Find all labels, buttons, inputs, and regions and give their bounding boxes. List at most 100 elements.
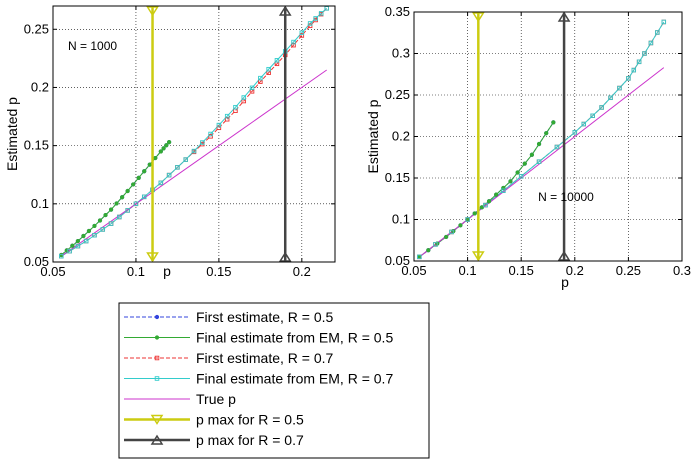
data-point-final_r05 — [515, 170, 520, 175]
data-point-final_r07 — [117, 214, 122, 220]
vline-marker-pmax_r05 — [471, 12, 485, 23]
data-point-final_r05 — [114, 201, 119, 206]
vline-marker-pmax_r05 — [146, 252, 159, 263]
data-point-final_r05 — [92, 223, 97, 229]
legend-label: Final estimate from EM, R = 0.7 — [196, 371, 393, 387]
data-point-final_r05 — [147, 162, 152, 167]
data-point-final_r07 — [572, 130, 578, 135]
data-point-final_r07 — [501, 188, 506, 193]
x-tick-label: 0.1 — [127, 264, 145, 279]
data-point-final_r07 — [175, 165, 180, 170]
data-point-final_r05 — [70, 243, 75, 248]
data-point-final_r05 — [158, 149, 163, 154]
series-line-final_r05 — [60, 141, 170, 256]
data-point-final_r07 — [224, 113, 230, 119]
data-point-final_r07 — [590, 113, 595, 118]
data-point-final_r07 — [83, 238, 89, 244]
legend-swatch-marker — [154, 314, 160, 320]
x-axis-label: p — [561, 274, 569, 290]
vline-marker-pmax_r07 — [278, 251, 292, 262]
data-point-final_r05 — [417, 254, 422, 259]
x-tick-label: 0.2 — [566, 263, 584, 278]
data-point-final_r07 — [241, 95, 247, 100]
data-point-final_r07 — [208, 131, 213, 137]
data-point-final_r07 — [324, 6, 329, 11]
y-tick-label: 0.25 — [24, 21, 49, 36]
data-point-final_r07 — [274, 58, 280, 63]
data-point-final_r05 — [167, 140, 172, 145]
data-point-final_r05 — [142, 169, 147, 174]
y-tick-label: 0.35 — [385, 4, 410, 19]
series-line-true_p — [61, 69, 327, 257]
data-point-final_r07 — [166, 172, 172, 178]
data-point-final_r07 — [200, 140, 205, 145]
legend-label: Final estimate from EM, R = 0.5 — [196, 330, 393, 346]
data-point-final_r07 — [642, 51, 647, 56]
chart-panel-n10000: 0.05 0.1 0.15 0.2 0.25 0.3 0.05 0.1 0.15 0.2 0.25 0… — [365, 4, 691, 290]
y-tick-label: 0.25 — [385, 87, 410, 102]
legend-swatch-marker — [154, 376, 160, 381]
data-point-final_r07 — [183, 157, 188, 162]
series-line-final_r07 — [61, 7, 328, 257]
y-tick-label: 0.1 — [31, 196, 49, 211]
data-point-final_r05 — [164, 143, 169, 148]
y-tick-label: 0.15 — [24, 138, 49, 153]
data-point-first_r07 — [224, 117, 230, 122]
data-point-final_r05 — [131, 182, 136, 187]
data-point-final_r05 — [153, 155, 158, 161]
data-point-final_r07 — [465, 217, 470, 222]
data-point-final_r05 — [136, 175, 141, 180]
y-tick-label: 0.05 — [24, 254, 49, 269]
x-axis-label: p — [163, 263, 171, 279]
y-tick-label: 0.3 — [392, 46, 410, 61]
n-annotation: N = 1000 — [68, 39, 117, 53]
x-tick-label: 0.2 — [293, 264, 311, 279]
data-point-final_r05 — [108, 207, 114, 212]
data-point-final_r05 — [536, 141, 542, 147]
y-tick-label: 0.1 — [392, 212, 410, 227]
data-point-final_r07 — [299, 30, 305, 36]
data-point-final_r07 — [249, 85, 255, 91]
data-point-first_r07 — [299, 33, 305, 38]
data-point-final_r05 — [508, 179, 513, 184]
x-tick-label: 0.25 — [616, 263, 641, 278]
data-point-final_r07 — [626, 76, 631, 81]
data-point-final_r07 — [631, 67, 637, 73]
data-point-final_r07 — [307, 21, 313, 26]
data-point-final_r07 — [449, 229, 454, 235]
data-point-final_r07 — [158, 180, 164, 186]
data-point-final_r07 — [518, 174, 524, 179]
data-point-final_r07 — [318, 11, 324, 16]
data-point-final_r05 — [86, 228, 92, 234]
data-point-final_r07 — [433, 242, 438, 247]
data-point-final_r07 — [554, 144, 560, 150]
legend-label: True p — [196, 391, 236, 407]
data-point-final_r05 — [59, 252, 64, 258]
data-point-final_r07 — [608, 95, 613, 101]
vline-marker-pmax_r05 — [471, 251, 485, 262]
data-point-final_r07 — [581, 121, 586, 127]
data-point-final_r07 — [648, 40, 654, 46]
x-tick-label: 0.05 — [40, 264, 65, 279]
data-point-final_r07 — [258, 75, 263, 81]
vline-marker-pmax_r07 — [557, 250, 571, 261]
data-point-final_r07 — [233, 104, 238, 110]
y-tick-label: 0.2 — [31, 79, 49, 94]
data-point-final_r07 — [133, 201, 139, 207]
data-point-final_r05 — [522, 161, 527, 166]
data-point-final_r05 — [125, 188, 130, 194]
data-point-final_r07 — [108, 221, 114, 226]
data-point-final_r07 — [536, 159, 542, 164]
n-annotation: N = 10000 — [538, 190, 594, 204]
data-point-final_r05 — [444, 234, 449, 240]
legend-box — [118, 302, 430, 459]
data-point-final_r07 — [655, 30, 660, 35]
legend: First estimate, R = 0.5 Final estimate fr… — [118, 302, 430, 459]
data-point-first_r07 — [208, 134, 213, 139]
y-axis-label: Estimated p — [4, 97, 20, 171]
data-point-final_r05 — [161, 146, 166, 151]
legend-label: p max for R = 0.7 — [196, 432, 304, 448]
x-tick-label: 0.1 — [459, 263, 477, 278]
legend-swatch-marker — [154, 355, 160, 361]
data-point-final_r07 — [59, 253, 64, 259]
